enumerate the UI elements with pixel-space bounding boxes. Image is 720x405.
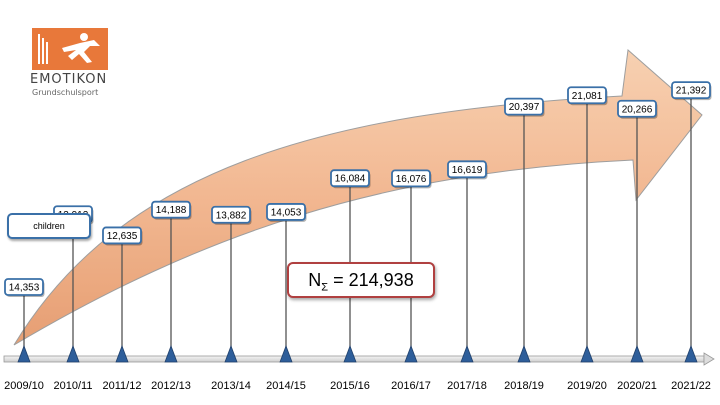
value-label: 14,188 bbox=[156, 205, 187, 216]
timeline-axis bbox=[3, 352, 715, 366]
value-label: 16,619 bbox=[452, 165, 483, 176]
year-marker-icon bbox=[279, 344, 293, 363]
year-marker-icon bbox=[115, 344, 129, 363]
year-tick-label: 2009/10 bbox=[4, 380, 44, 392]
value-label-box: 20,397 bbox=[504, 97, 545, 117]
value-label: 14,053 bbox=[271, 207, 302, 218]
value-label-box: 21,392 bbox=[671, 81, 712, 101]
year-marker-icon bbox=[17, 344, 31, 363]
value-label-box: 16,084 bbox=[330, 169, 371, 189]
value-label: 13,882 bbox=[216, 210, 247, 221]
value-label: 14,353 bbox=[9, 283, 40, 294]
logo-name: ΕMOTIKON bbox=[30, 72, 108, 87]
year-marker-icon bbox=[580, 344, 594, 363]
year-marker-icon bbox=[66, 344, 80, 363]
value-label: 20,266 bbox=[622, 104, 653, 115]
year-tick-label: 2020/21 bbox=[617, 380, 657, 392]
value-label: 12,635 bbox=[107, 231, 138, 242]
year-tick-label: 2021/22 bbox=[671, 380, 711, 392]
year-markers bbox=[17, 344, 698, 363]
year-tick-label: 2010/11 bbox=[54, 380, 93, 392]
jumping-figure-icon bbox=[38, 33, 100, 64]
value-label-box: 12,635 bbox=[102, 226, 143, 246]
year-marker-icon bbox=[343, 344, 357, 363]
total-prefix: N bbox=[308, 270, 322, 290]
value-label-box: 13,882 bbox=[211, 205, 252, 225]
value-label: 16,076 bbox=[396, 174, 427, 185]
year-tick-label: 2014/15 bbox=[266, 380, 306, 392]
year-marker-icon bbox=[630, 344, 644, 363]
year-tick-label: 2012/13 bbox=[151, 380, 191, 392]
logo-mark bbox=[32, 28, 108, 70]
total-subscript: Σ bbox=[321, 281, 329, 294]
year-marker-icon bbox=[460, 344, 474, 363]
year-tick-label: 2017/18 bbox=[447, 380, 487, 392]
value-label: 21,081 bbox=[572, 91, 603, 102]
year-marker-icon bbox=[164, 344, 178, 363]
total-value: = 214,938 bbox=[333, 270, 414, 290]
year-tick-label: 2013/14 bbox=[211, 380, 251, 392]
value-label: 21,392 bbox=[676, 86, 707, 97]
year-tick-label: 2019/20 bbox=[567, 380, 607, 392]
value-label-box: 14,188 bbox=[151, 200, 192, 220]
year-tick-label: 2018/19 bbox=[504, 380, 544, 392]
total-box: NΣ = 214,938 bbox=[287, 262, 435, 298]
value-label: 16,084 bbox=[335, 174, 366, 185]
year-marker-icon bbox=[404, 344, 418, 363]
emotikon-logo: ΕMOTIKON Grundschulsport bbox=[30, 28, 120, 98]
year-tick-label: 2011/12 bbox=[103, 380, 142, 392]
value-label-box: 16,619 bbox=[447, 160, 488, 180]
year-marker-icon bbox=[684, 344, 698, 363]
legend-children: children bbox=[7, 213, 91, 239]
value-label-box: 16,076 bbox=[391, 169, 432, 189]
year-marker-icon bbox=[224, 344, 238, 363]
year-tick-labels: 2009/10 2010/11 2011/12 2012/13 2013/14 2014/… bbox=[4, 380, 711, 392]
value-label-box: 21,081 bbox=[567, 86, 608, 106]
year-tick-label: 2015/16 bbox=[330, 380, 370, 392]
logo-subtitle: Grundschulsport bbox=[32, 88, 99, 97]
value-label-box: 14,353 bbox=[4, 278, 45, 297]
value-label-box: 14,053 bbox=[266, 203, 307, 222]
year-marker-icon bbox=[517, 344, 531, 363]
value-label: 20,397 bbox=[509, 102, 540, 113]
value-label-box: 20,266 bbox=[617, 99, 658, 119]
year-tick-label: 2016/17 bbox=[391, 380, 431, 392]
